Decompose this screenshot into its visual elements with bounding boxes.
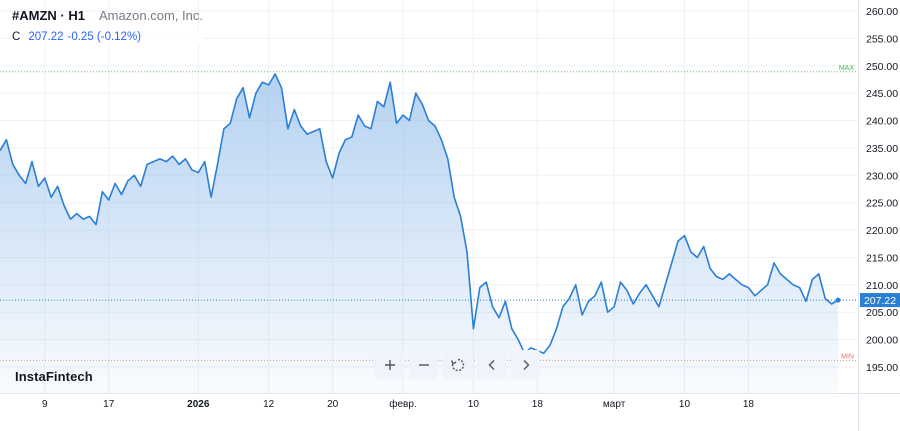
chevron-right-icon	[523, 359, 529, 370]
y-tick-label: 200.00	[866, 335, 898, 347]
close-value: 207.22	[28, 31, 64, 43]
scroll-left-button[interactable]	[477, 350, 506, 379]
y-tick-label: 210.00	[866, 280, 898, 292]
x-tick-label: 9	[42, 399, 48, 410]
x-tick-label: 17	[103, 399, 115, 410]
reset-button[interactable]	[443, 350, 472, 379]
x-tick-label: 12	[263, 399, 275, 410]
title-row: #AMZN · H1 Amazon.com, Inc.	[12, 8, 203, 23]
chart-header: #AMZN · H1 Amazon.com, Inc. C 207.22 -0.…	[12, 8, 203, 43]
price-tag-label: 207.22	[864, 295, 896, 307]
min-label: MIN	[841, 353, 854, 360]
x-tick-label: февр.	[389, 398, 416, 410]
company-name: Amazon.com, Inc.	[98, 8, 203, 23]
y-tick-label: 215.00	[866, 252, 898, 264]
y-tick-label: 220.00	[866, 225, 898, 237]
x-tick-label: 20	[327, 399, 339, 410]
y-tick-label: 235.00	[866, 143, 898, 155]
chevron-left-icon	[488, 359, 494, 370]
max-label: MAX	[839, 65, 855, 72]
y-tick-label: 225.00	[866, 198, 898, 210]
brand-logo-text: InstaFintech	[15, 369, 93, 384]
y-tick-label: 205.00	[866, 307, 898, 319]
change-value: -0.25 (-0.12%)	[67, 31, 142, 43]
plus-icon	[384, 359, 395, 370]
price-tag-bg	[860, 293, 900, 308]
x-tick-label: 2026	[187, 399, 210, 410]
y-tick-label: 245.00	[866, 88, 898, 100]
price-line	[0, 73, 839, 355]
x-tick-label: март	[603, 399, 626, 410]
close-label: C	[12, 31, 21, 43]
y-tick-label: 255.00	[866, 33, 898, 45]
y-tick-label: 230.00	[866, 170, 898, 182]
zoom-in-button[interactable]	[375, 350, 404, 379]
y-tick-label: 260.00	[866, 6, 898, 18]
last-point	[835, 297, 841, 303]
x-tick-label: 18	[532, 399, 544, 410]
symbol-label: #AMZN · H1	[12, 8, 85, 23]
x-tick-label: 10	[468, 399, 480, 410]
minus-icon	[418, 363, 429, 366]
y-tick-label: 250.00	[866, 61, 898, 73]
x-tick-label: 18	[743, 399, 755, 410]
x-tick-label: 10	[679, 399, 691, 410]
zoom-out-button[interactable]	[409, 350, 438, 379]
scroll-right-button[interactable]	[511, 350, 540, 379]
reset-icon	[450, 358, 464, 371]
y-tick-label: 195.00	[866, 362, 898, 374]
zoom-toolbar	[375, 350, 540, 379]
y-tick-label: 240.00	[866, 116, 898, 128]
price-area-fill	[0, 74, 838, 393]
quote-row: C 207.22 -0.25 (-0.12%)	[12, 31, 203, 43]
